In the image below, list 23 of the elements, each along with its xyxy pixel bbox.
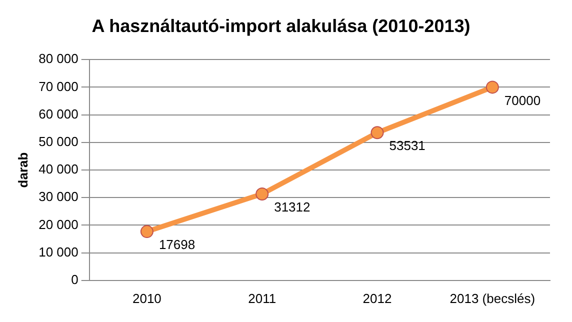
y-tick-label: 70 000 [38,78,78,94]
x-tick-label: 2011 [248,290,276,306]
y-tick-label: 60 000 [38,106,78,122]
point [256,187,269,200]
y-axis-title: darab [15,152,30,188]
data-label: 70000 [504,92,541,108]
y-tick-label: 50 000 [38,134,78,149]
data-label: 17698 [158,237,196,252]
x-tick-label: 2013 (becslés) [450,290,536,306]
point [140,225,154,238]
y-tick-label: 80 000 [38,51,78,66]
x-tick-label: 2012 [362,290,392,306]
data-label: 31312 [274,200,310,215]
point [370,126,384,140]
y-tick-label: 40 000 [38,162,78,177]
y-tick-label: 30 000 [38,189,78,204]
point [486,80,499,94]
chart-title: A használtautó-import alakulása (2010-2013) [92,16,470,36]
y-tick-label: 20 000 [38,216,78,232]
y-tick-label: 10 000 [38,244,78,260]
data-label: 53531 [389,138,426,154]
y-tick-label: 0 [71,272,78,287]
x-tick-label: 2010 [132,290,162,306]
